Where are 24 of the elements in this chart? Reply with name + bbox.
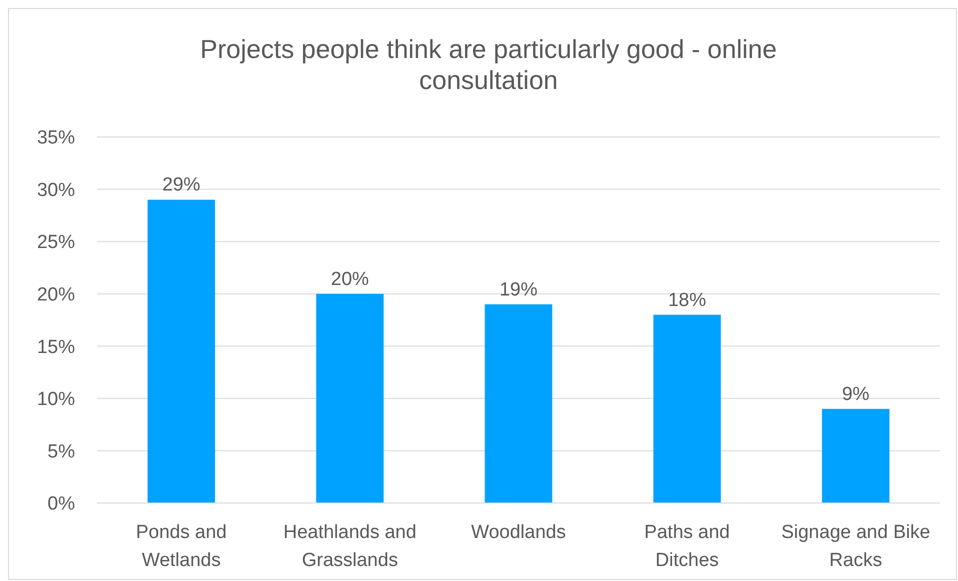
y-tick-label: 5% <box>48 441 76 462</box>
bar <box>316 294 384 503</box>
y-tick-label: 10% <box>36 389 76 410</box>
x-tick-label: Ponds and Wetlands <box>136 522 227 571</box>
y-tick-label: 25% <box>36 232 76 254</box>
chart-title: Projects people think are particularly good - online consultation <box>200 34 777 95</box>
data-label: 29% <box>162 174 200 196</box>
x-tick-label: Paths and Ditches <box>644 522 730 571</box>
bar <box>653 314 721 503</box>
y-tick-label: 30% <box>36 180 76 201</box>
data-label: 18% <box>668 290 706 311</box>
bar <box>484 304 552 503</box>
data-label: 9% <box>842 384 870 405</box>
data-label: 20% <box>330 268 370 290</box>
y-tick-label: 35% <box>36 128 76 149</box>
x-tick-label: Woodlands <box>471 522 566 543</box>
bar <box>822 408 890 503</box>
bar <box>148 200 216 503</box>
y-tick-label: 0% <box>48 494 76 515</box>
y-tick-label: 15% <box>36 336 76 358</box>
x-tick-label: Signage and Bike Racks <box>781 522 930 571</box>
y-tick-label: 20% <box>36 284 76 306</box>
data-label: 19% <box>499 279 538 300</box>
x-tick-label: Heathlands and Grasslands <box>283 522 416 571</box>
